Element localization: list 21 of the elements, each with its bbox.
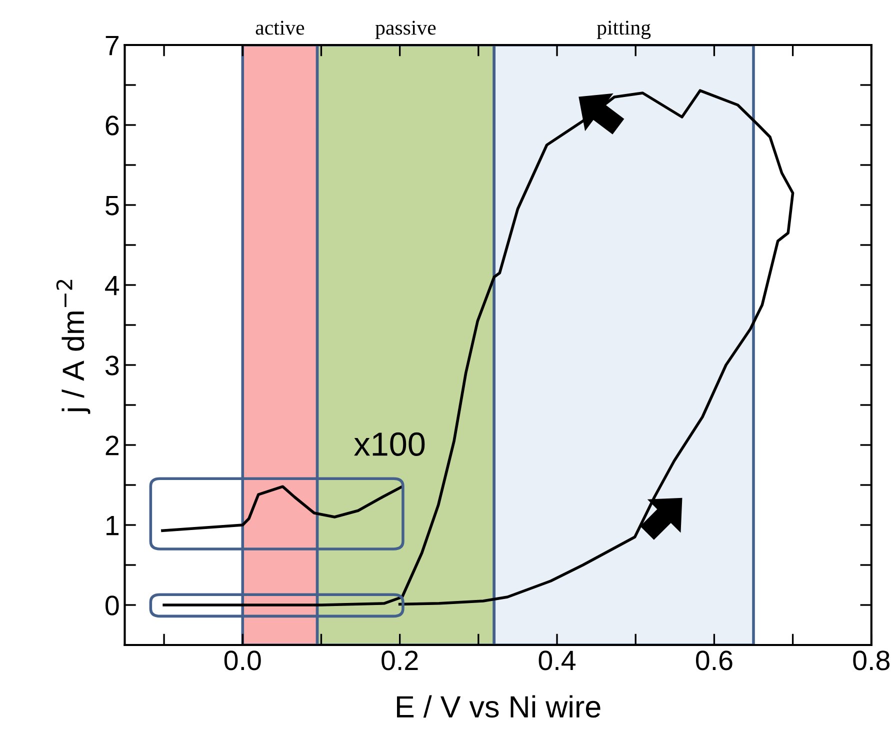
x-axis-title: E / V vs Ni wire [397, 695, 600, 718]
y-axis-title: j / A dm$^{−2}$ [56, 280, 90, 414]
x-tick-label: 0.4 [538, 650, 576, 670]
x-tick-label: 0.6 [696, 650, 732, 670]
y-tick-label: 5 [106, 196, 119, 216]
x-tick-label: 0.0 [224, 650, 261, 670]
line-series [162, 89, 794, 606]
band-label: pitting [596, 20, 651, 39]
y-tick-label: 3 [105, 356, 119, 376]
x-tick-label: 0.8 [853, 650, 890, 670]
line-series [161, 485, 404, 532]
x-tick-label: 0.2 [382, 650, 418, 670]
annotation: x100 [354, 432, 425, 456]
y-tick-label: 0 [106, 596, 119, 616]
y-tick-label: 6 [106, 116, 119, 136]
y-tick-label: 2 [106, 436, 118, 456]
band-label: active [256, 20, 304, 35]
band-label: passive [375, 20, 436, 39]
y-tick-label: 7 [106, 36, 118, 56]
y-tick-label: 4 [105, 276, 120, 296]
y-tick-label: 1 [106, 516, 119, 536]
